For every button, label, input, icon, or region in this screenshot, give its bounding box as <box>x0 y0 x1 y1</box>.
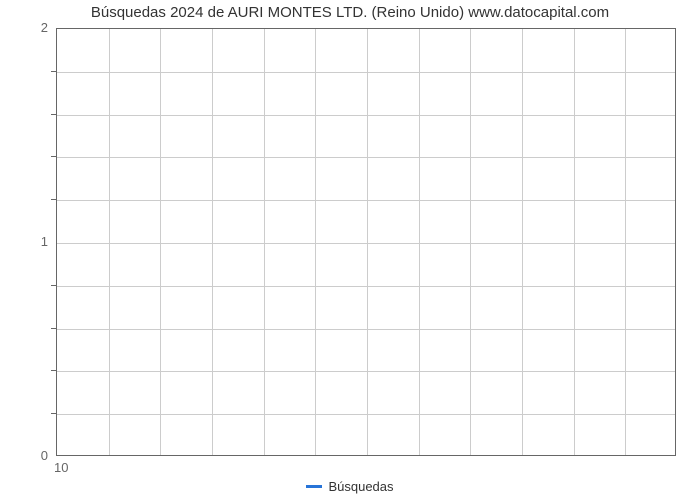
grid-line-vertical <box>574 29 575 455</box>
grid-line-vertical <box>315 29 316 455</box>
chart-title: Búsquedas 2024 de AURI MONTES LTD. (Rein… <box>0 4 700 21</box>
grid-line-horizontal <box>57 72 675 73</box>
y-axis-tick-label: 1 <box>41 234 48 249</box>
grid-line-horizontal <box>57 157 675 158</box>
grid-line-vertical <box>109 29 110 455</box>
grid-line-vertical <box>522 29 523 455</box>
grid-line-vertical <box>160 29 161 455</box>
grid-line-vertical <box>367 29 368 455</box>
y-axis-minor-tick <box>51 413 56 414</box>
y-axis-minor-tick <box>51 199 56 200</box>
y-axis-minor-tick <box>51 114 56 115</box>
y-axis-minor-tick <box>51 71 56 72</box>
grid-line-vertical <box>212 29 213 455</box>
grid-line-horizontal <box>57 371 675 372</box>
y-axis-minor-tick <box>51 328 56 329</box>
legend: Búsquedas <box>0 478 700 494</box>
grid-line-vertical <box>470 29 471 455</box>
y-axis-minor-tick <box>51 370 56 371</box>
grid-line-horizontal <box>57 329 675 330</box>
grid-line-horizontal <box>57 414 675 415</box>
y-axis-tick-label: 2 <box>41 20 48 35</box>
grid-line-horizontal <box>57 243 675 244</box>
plot-area <box>56 28 676 456</box>
y-axis-minor-tick <box>51 156 56 157</box>
chart-container: Búsquedas 2024 de AURI MONTES LTD. (Rein… <box>0 0 700 500</box>
grid-line-horizontal <box>57 115 675 116</box>
grid-line-horizontal <box>57 286 675 287</box>
grid-line-horizontal <box>57 200 675 201</box>
grid-line-vertical <box>264 29 265 455</box>
grid-line-vertical <box>625 29 626 455</box>
x-axis-tick-label: 10 <box>54 460 68 475</box>
y-axis-tick-label: 0 <box>41 448 48 463</box>
legend-label: Búsquedas <box>328 479 393 494</box>
grid-line-vertical <box>419 29 420 455</box>
legend-swatch <box>306 485 322 488</box>
y-axis-minor-tick <box>51 285 56 286</box>
